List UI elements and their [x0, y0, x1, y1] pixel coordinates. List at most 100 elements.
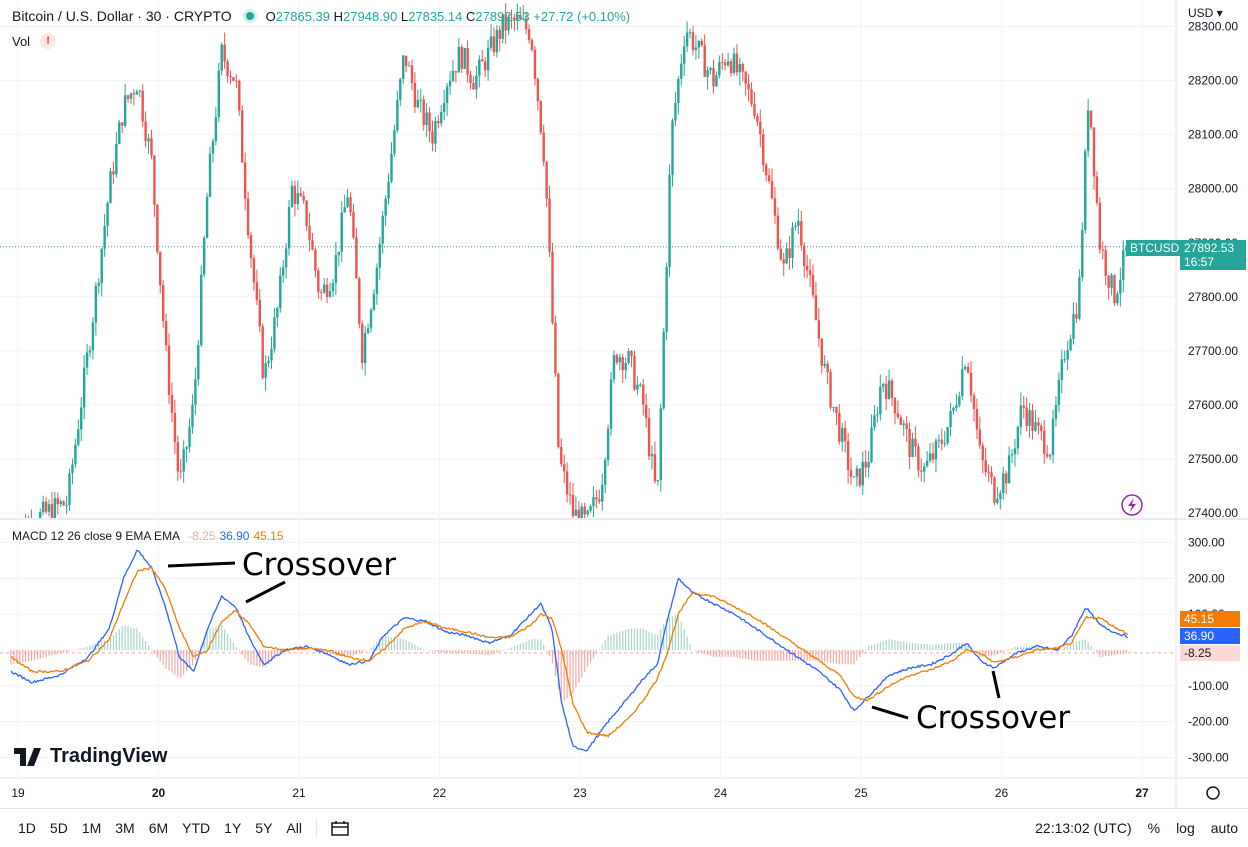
candle-body: [683, 46, 686, 64]
symbol-title[interactable]: Bitcoin / U.S. Dollar · 30 · CRYPTO: [12, 8, 232, 24]
candle-body: [109, 171, 112, 204]
candle-body: [721, 62, 724, 64]
candle-body: [445, 86, 449, 104]
candle-body: [662, 331, 665, 409]
candle-body: [138, 90, 141, 92]
candle-body: [147, 138, 150, 142]
candle-body: [88, 350, 92, 353]
log-toggle[interactable]: log: [1176, 820, 1195, 836]
price-tick-label: 27800.00: [1188, 290, 1238, 304]
candle-body: [940, 439, 943, 444]
candle-body: [483, 61, 487, 71]
candle-body: [82, 367, 86, 408]
candle-body: [504, 14, 507, 31]
tf-5y[interactable]: 5Y: [255, 820, 273, 836]
candle-body: [1013, 448, 1017, 455]
candle-body: [843, 427, 847, 442]
tf-5d[interactable]: 5D: [49, 820, 68, 836]
candle-body: [358, 278, 361, 324]
auto-toggle[interactable]: auto: [1210, 820, 1238, 836]
macd-value-tag: 36.90: [1180, 628, 1240, 644]
candle-body: [404, 55, 408, 67]
candle-body: [639, 384, 642, 386]
candle-body: [1031, 410, 1034, 431]
candle-body: [574, 509, 578, 516]
tf-1d[interactable]: 1D: [18, 820, 36, 836]
candle-body: [969, 372, 973, 396]
candle-body: [846, 441, 850, 471]
date-range-icon[interactable]: [331, 820, 349, 836]
candle-body: [144, 121, 147, 142]
candle-body: [343, 207, 346, 213]
x-tick-label: 19: [11, 786, 25, 800]
candle-body: [674, 102, 677, 121]
candle-body: [167, 345, 171, 395]
candle-body: [150, 138, 153, 156]
candle-body: [592, 497, 595, 507]
candle-body: [656, 479, 660, 482]
warning-icon[interactable]: !: [40, 33, 57, 49]
candle-body: [917, 446, 920, 471]
candle-body: [1101, 249, 1104, 251]
candle-body: [416, 99, 420, 108]
candle-body: [621, 357, 624, 371]
lightning-glyph: [1128, 498, 1136, 512]
candle-body: [173, 412, 177, 443]
candle-body: [835, 406, 838, 414]
candle-body: [703, 45, 706, 77]
candle-body: [1092, 127, 1096, 177]
candle-body: [1104, 250, 1107, 276]
candle-body: [249, 235, 253, 259]
candle-body: [399, 78, 402, 101]
candle-body: [767, 175, 771, 182]
candle-body: [238, 80, 241, 111]
candle-body: [744, 71, 747, 84]
tf-ytd[interactable]: YTD: [182, 820, 211, 836]
candle-body: [1034, 422, 1037, 431]
candles: [25, 3, 1128, 518]
candle-body: [305, 200, 308, 227]
candle-body: [999, 492, 1002, 499]
candle-body: [993, 477, 996, 503]
tf-1y[interactable]: 1Y: [224, 820, 242, 836]
candle-body: [94, 285, 98, 323]
candle-body: [712, 68, 715, 87]
tradingview-logo[interactable]: TradingView: [14, 745, 167, 768]
percent-toggle[interactable]: %: [1147, 820, 1161, 836]
tf-3m[interactable]: 3M: [115, 820, 135, 836]
tf-6m[interactable]: 6M: [148, 820, 169, 836]
tf-1m[interactable]: 1M: [81, 820, 102, 836]
crossover-label: Crossover: [916, 700, 1070, 736]
candle-body: [609, 379, 613, 429]
candle-body: [123, 95, 127, 126]
candle-body: [861, 461, 864, 486]
vol-label[interactable]: Vol: [12, 33, 31, 49]
candle-body: [516, 14, 519, 21]
candle-body: [252, 258, 256, 283]
candle-body: [1051, 418, 1055, 456]
candle-body: [955, 405, 958, 408]
candle-body: [182, 449, 185, 472]
candle-body: [536, 78, 540, 102]
candle-body: [902, 423, 905, 425]
utc-clock[interactable]: 22:13:02 (UTC): [1035, 820, 1132, 836]
candle-body: [776, 215, 780, 249]
candle-body: [437, 120, 440, 124]
candle-body: [85, 352, 89, 368]
candle-body: [759, 121, 762, 135]
tf-all[interactable]: All: [286, 820, 302, 836]
candle-body: [849, 470, 853, 477]
candle-body: [393, 130, 396, 154]
macd-label[interactable]: MACD 12 26 close 9 EMA EMA: [12, 529, 181, 543]
candle-body: [770, 181, 774, 199]
candle-body: [732, 53, 736, 74]
candle-body: [832, 406, 835, 408]
candle-body: [984, 460, 987, 472]
candle-body: [539, 101, 542, 133]
candle-body: [1069, 338, 1072, 351]
currency-selector[interactable]: USD ▾: [1188, 6, 1223, 20]
candle-body: [671, 120, 674, 175]
candle-body: [1002, 473, 1005, 493]
candle-body: [1063, 359, 1066, 361]
